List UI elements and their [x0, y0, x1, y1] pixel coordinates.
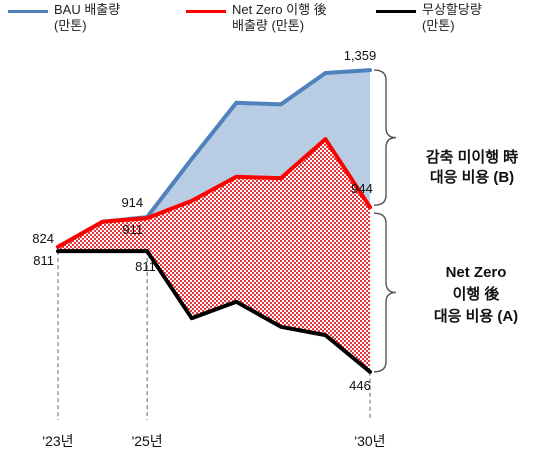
series-line-free-allocation	[56, 249, 372, 374]
legend-label-netzero: Net Zero 이행 後	[232, 2, 327, 17]
legend-item-free-allocation: 무상할당량 (만톤)	[376, 2, 482, 46]
legend-swatch-netzero	[186, 10, 226, 13]
annotation-cost-b: 감축 미이행 時 대응 비용 (B)	[398, 148, 546, 188]
annotation-a-line3: 대응 비용 (A)	[433, 308, 519, 325]
brace-cost-b	[373, 69, 397, 206]
legend-item-netzero: Net Zero 이행 後 배출량 (만톤)	[186, 2, 327, 46]
data-label-4: 811	[135, 259, 156, 274]
data-label-1: 811	[33, 253, 54, 268]
data-label-2: 914	[121, 195, 143, 210]
data-label-0: 824	[32, 231, 54, 246]
annotation-a-line1: Net Zero	[445, 264, 507, 281]
legend-swatch-free-allocation	[376, 10, 416, 13]
data-label-7: 446	[349, 378, 371, 393]
annotation-cost-a: Net Zero 이행 後 대응 비용 (A)	[402, 262, 550, 328]
legend-label-free-allocation: 무상할당량	[422, 2, 482, 17]
legend-sub-netzero: 배출량 (만톤)	[232, 18, 305, 33]
x-tick-label-1: '25년	[132, 433, 163, 449]
legend-sub-bau: (만톤)	[54, 18, 87, 33]
data-label-5: 1,359	[344, 48, 377, 63]
x-tick-label-0: '23년	[42, 433, 73, 449]
legend-swatch-bau	[8, 10, 48, 13]
data-label-3: 911	[122, 222, 143, 237]
annotation-a-line2: 이행 後	[452, 286, 500, 303]
region-cost-a	[58, 139, 370, 372]
brace-cost-a	[373, 212, 397, 373]
annotation-b-line1: 감축 미이행 時	[425, 149, 519, 166]
series-line-netzero	[56, 137, 372, 249]
legend-label-bau: BAU 배출량	[54, 2, 121, 17]
legend-item-bau: BAU 배출량 (만톤)	[8, 2, 120, 46]
legend-sub-free-allocation: (만톤)	[422, 18, 455, 33]
annotation-b-line2: 대응 비용 (B)	[429, 169, 515, 186]
region-cost-b	[58, 70, 370, 247]
data-label-6: 944	[351, 181, 373, 196]
x-tick-label-2: '30년	[354, 433, 385, 449]
